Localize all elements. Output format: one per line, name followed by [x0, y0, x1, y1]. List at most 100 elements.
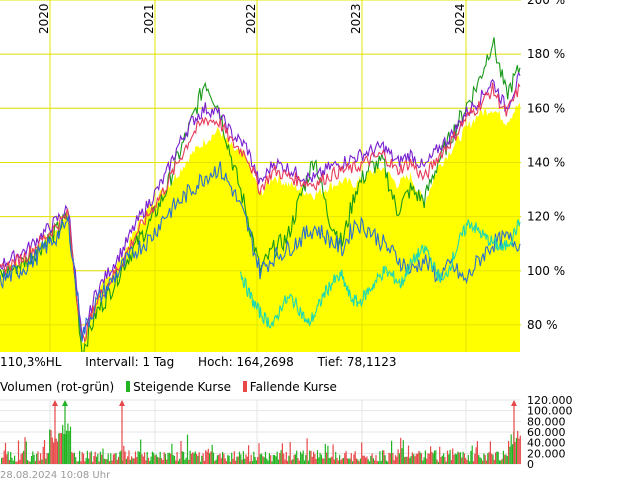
volume-bar [255, 460, 257, 464]
volume-bar [198, 452, 200, 464]
y-tick-label: 120 % [527, 210, 565, 224]
volume-bar [349, 458, 351, 464]
volume-bar [298, 460, 300, 464]
volume-bar [443, 453, 445, 464]
volume-bar [492, 454, 494, 464]
volume-bar [93, 455, 95, 464]
volume-bar [46, 453, 48, 464]
volume-bar [55, 438, 57, 464]
volume-bar [333, 459, 335, 464]
volume-bar [43, 440, 46, 464]
volume-bar [519, 435, 521, 464]
volume-bar [329, 457, 332, 464]
volume-bar [476, 441, 478, 464]
volume-bar [410, 455, 412, 464]
volume-bar [1, 458, 3, 464]
volume-bar [511, 444, 514, 464]
volume-bar [423, 457, 425, 464]
volume-bar [509, 446, 511, 464]
volume-bar [141, 454, 143, 464]
volume-bar [29, 461, 31, 464]
volume-bar [185, 457, 187, 464]
volume-bar [237, 456, 239, 464]
volume-bar [375, 455, 377, 464]
volume-bar [470, 450, 472, 464]
volume-bar [60, 433, 62, 464]
volume-bar [327, 445, 329, 464]
volume-bar [133, 458, 135, 464]
volume-bar [376, 460, 378, 464]
volume-bar [47, 453, 49, 464]
volume-bar [253, 451, 255, 464]
volume-bar [211, 444, 213, 464]
volume-bar [306, 438, 308, 464]
volume-bar [140, 439, 142, 464]
volume-bar [120, 450, 122, 464]
volume-bar [125, 458, 127, 464]
volume-bar [488, 452, 490, 464]
volume-bar [315, 459, 317, 464]
volume-bar [424, 450, 426, 464]
volume-bar [242, 451, 244, 464]
volume-bar [264, 451, 267, 464]
y-tick-label: 160 % [527, 101, 565, 115]
volume-bar [294, 454, 296, 464]
volume-bar [263, 457, 265, 464]
volume-bar [326, 452, 328, 464]
volume-bar [92, 461, 94, 464]
volume-bar [41, 459, 43, 464]
volume-bar [167, 453, 169, 464]
volume-bar [220, 458, 222, 464]
volume-bar [414, 456, 416, 464]
volume-bar [457, 451, 459, 464]
volume-bar [493, 459, 495, 464]
volume-bar [249, 461, 251, 464]
volume-bar [8, 460, 10, 464]
volume-bar [71, 451, 73, 464]
spike-arrow [119, 400, 125, 406]
volume-bar [21, 452, 23, 464]
volume-bar [420, 453, 423, 464]
volume-bar [214, 461, 216, 464]
volume-bar [396, 456, 398, 464]
volume-bar [77, 461, 79, 464]
timestamp: 28.08.2024 10:08 Uhr [0, 470, 111, 481]
volume-bar [309, 450, 311, 464]
vol-tick-label: 80.000 [527, 415, 566, 428]
rising-swatch [126, 381, 131, 392]
volume-bar [368, 461, 371, 464]
volume-bar [292, 459, 294, 464]
volume-bar [285, 451, 287, 464]
volume-bar [245, 454, 247, 464]
volume-bar [20, 454, 22, 464]
volume-bar [436, 459, 438, 464]
volume-bar [3, 450, 5, 464]
volume-bar [72, 453, 74, 464]
volume-bar [209, 453, 211, 464]
volume-bar [487, 453, 489, 464]
change-readout: 110,3%HL [0, 355, 62, 369]
volume-bar [389, 453, 391, 464]
series-line-3 [0, 82, 521, 344]
volume-bar [36, 453, 38, 464]
volume-bar [102, 448, 104, 464]
volume-bar [289, 442, 291, 464]
volume-bar [166, 459, 168, 464]
volume-bar [471, 445, 473, 464]
volume-bar [498, 460, 501, 464]
volume-bar [79, 450, 81, 464]
volume-bar [296, 450, 298, 464]
volume-bar [134, 451, 137, 464]
volume-bar [228, 455, 230, 464]
volume-bar [30, 456, 33, 464]
volume-bar [199, 461, 202, 464]
volume-bar [7, 451, 9, 464]
volume-bar [106, 459, 108, 464]
volume-bar [98, 461, 100, 464]
volume-bar [474, 453, 476, 464]
volume-bar [482, 460, 484, 464]
vol-tick-label: 0 [527, 458, 534, 468]
volume-bar [28, 461, 30, 464]
volume-bar [407, 445, 410, 464]
